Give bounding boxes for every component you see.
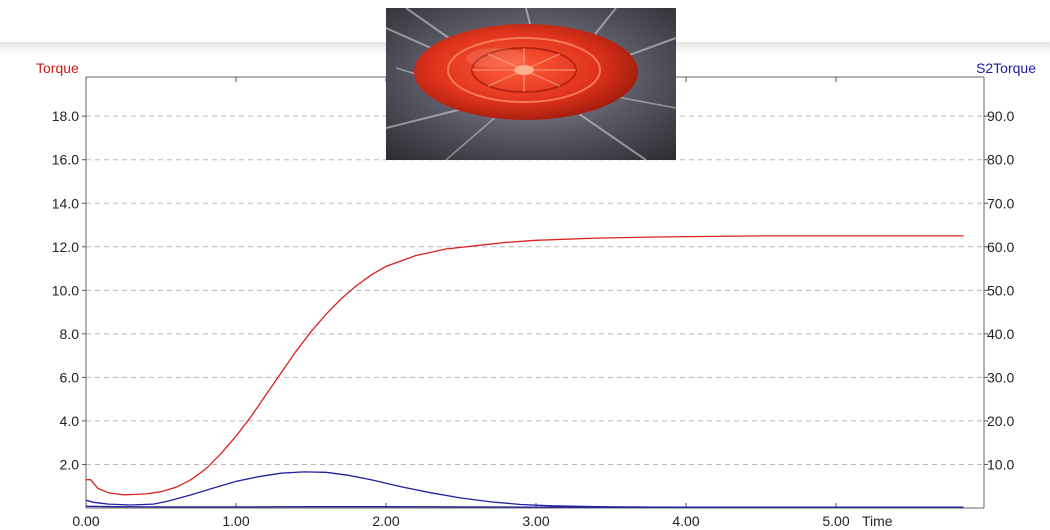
x-tick-label: 3.00 bbox=[522, 513, 549, 529]
left-tick-label: 8.0 bbox=[60, 326, 80, 342]
left-tick-label: 2.0 bbox=[60, 456, 80, 472]
left-tick-label: 4.0 bbox=[60, 413, 80, 429]
x-tick-label: 1.00 bbox=[222, 513, 249, 529]
left-tick-label: 10.0 bbox=[52, 282, 79, 298]
right-tick-label: 80.0 bbox=[987, 152, 1014, 168]
right-tick-label: 90.0 bbox=[987, 108, 1014, 124]
tick-labels: 2.0 4.0 6.0 8.0 10.0 12.0 14.0 16.0 18.0 10.0 20.0… bbox=[52, 108, 1015, 529]
left-tick-label: 14.0 bbox=[52, 195, 79, 211]
right-tick-label: 30.0 bbox=[987, 369, 1014, 385]
series-line-s2torque bbox=[85, 471, 964, 508]
left-tick-label: 16.0 bbox=[52, 152, 79, 168]
x-tick-label: 2.00 bbox=[372, 513, 399, 529]
red-wax-seal-photo bbox=[386, 8, 676, 160]
right-tick-label: 40.0 bbox=[987, 326, 1014, 342]
wax-seal-image bbox=[386, 8, 676, 160]
left-tick-label: 18.0 bbox=[52, 108, 79, 124]
series-line-baseline-2 bbox=[85, 505, 964, 508]
data-series bbox=[85, 235, 964, 508]
x-tick-label: 4.00 bbox=[672, 513, 699, 529]
right-axis-title: S2Torque bbox=[976, 60, 1036, 76]
grid-lines bbox=[86, 115, 984, 465]
x-tick-label: 0.00 bbox=[72, 513, 99, 529]
right-tick-label: 50.0 bbox=[987, 282, 1014, 298]
right-tick-label: 10.0 bbox=[987, 456, 1014, 472]
x-axis-title: Time bbox=[862, 513, 893, 529]
left-tick-label: 6.0 bbox=[60, 369, 80, 385]
right-tick-label: 20.0 bbox=[987, 413, 1014, 429]
right-tick-label: 70.0 bbox=[987, 195, 1014, 211]
right-tick-label: 60.0 bbox=[987, 239, 1014, 255]
left-axis-title: Torque bbox=[36, 60, 79, 76]
series-line-torque bbox=[86, 235, 964, 496]
left-tick-label: 12.0 bbox=[52, 239, 79, 255]
x-tick-label: 5.00 bbox=[822, 513, 849, 529]
